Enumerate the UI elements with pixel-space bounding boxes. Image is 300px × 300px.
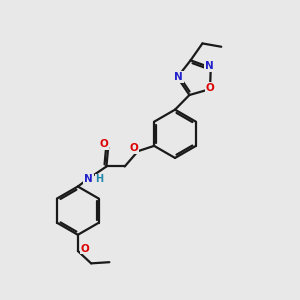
Text: O: O xyxy=(80,244,89,254)
Text: O: O xyxy=(129,143,138,153)
Text: O: O xyxy=(206,83,214,93)
Text: O: O xyxy=(100,139,108,149)
Text: N: N xyxy=(205,61,214,71)
Text: H: H xyxy=(95,174,104,184)
Text: N: N xyxy=(84,174,93,184)
Text: N: N xyxy=(174,72,183,82)
